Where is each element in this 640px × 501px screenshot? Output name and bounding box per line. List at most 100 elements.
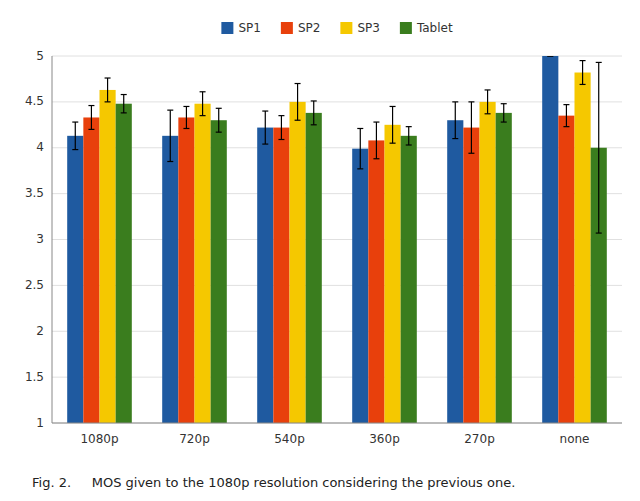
bar [83,117,99,423]
y-tick-label: 4 [36,140,44,154]
bar [67,136,83,423]
bar [352,149,368,423]
error-cap [183,128,189,129]
grid-line [52,331,622,332]
bar [575,73,591,423]
error-stem [487,90,488,114]
error-stem [265,111,266,144]
bar [257,128,273,423]
error-bar [357,128,363,168]
grid-line [52,285,622,286]
legend-swatch [221,22,233,34]
error-cap [501,121,507,122]
error-cap [452,138,458,139]
legend: SP1SP2SP3Tablet [221,21,453,35]
y-tick-label: 3 [36,232,44,246]
error-bar [390,106,396,143]
error-bar [200,92,206,116]
grid-line [52,239,622,240]
y-ticks: 11.522.533.544.55 [25,49,44,430]
error-stem [376,122,377,159]
legend-item: SP2 [281,21,321,35]
x-tick-label: 720p [179,432,210,446]
error-bar [105,78,111,102]
legend-label: Tablet [416,21,453,35]
legend-swatch [400,22,412,34]
error-cap [563,104,569,105]
bars [67,56,607,423]
y-tick-label: 2.5 [25,278,44,292]
legend-label: SP3 [357,21,380,35]
grid-line [52,147,622,148]
y-tick-label: 1 [36,416,44,430]
error-bar [596,62,602,233]
error-cap [295,83,301,84]
error-cap [121,94,127,95]
error-cap [72,149,78,150]
error-cap [311,100,317,101]
error-cap [390,143,396,144]
bar [368,140,384,423]
error-bar [501,104,507,122]
x-tick-label: none [560,432,590,446]
grid-line [52,101,622,102]
y-axis-line [52,56,53,423]
error-cap [167,110,173,111]
error-stem [566,105,567,127]
bar [178,117,194,423]
legend-item: Tablet [400,21,453,35]
bar [273,128,289,423]
error-cap [406,144,412,145]
error-stem [281,116,282,140]
error-cap [596,232,602,233]
grid-line [52,56,622,57]
chart: 11.522.533.544.551080p720p540p360p270pno… [0,0,640,501]
error-cap [200,91,206,92]
error-stem [91,106,92,130]
error-bar [167,110,173,161]
error-cap [105,77,111,78]
error-bar [452,102,458,139]
error-stem [202,92,203,116]
bar [401,136,417,423]
error-cap [580,60,586,61]
y-tick-label: 1.5 [25,370,44,384]
error-cap [183,106,189,107]
error-cap [563,126,569,127]
y-tick-label: 2 [36,324,44,338]
bar [162,136,178,423]
error-cap [262,143,268,144]
bar [116,104,132,423]
error-cap [547,56,553,57]
bar [463,128,479,423]
error-bar [278,116,284,140]
y-tick-label: 3.5 [25,186,44,200]
error-cap [485,113,491,114]
error-cap [216,132,222,133]
error-cap [295,120,301,121]
error-cap [278,115,284,116]
error-bar [468,102,474,153]
error-cap [373,158,379,159]
error-stem [392,106,393,143]
error-stem [598,62,599,233]
error-cap [452,101,458,102]
x-tick-label: 360p [369,432,400,446]
error-cap [596,62,602,63]
grid-line [52,423,622,424]
error-stem [297,84,298,121]
error-cap [501,103,507,104]
error-cap [468,153,474,154]
bar [100,90,116,423]
error-bar [88,106,94,130]
error-stem [218,108,219,132]
error-bar [183,106,189,128]
error-stem [582,61,583,85]
error-stem [313,101,314,125]
error-stem [123,95,124,113]
legend-label: SP2 [298,21,321,35]
error-cap [72,121,78,122]
error-bar [311,101,317,125]
error-cap [262,110,268,111]
error-bar [295,84,301,121]
